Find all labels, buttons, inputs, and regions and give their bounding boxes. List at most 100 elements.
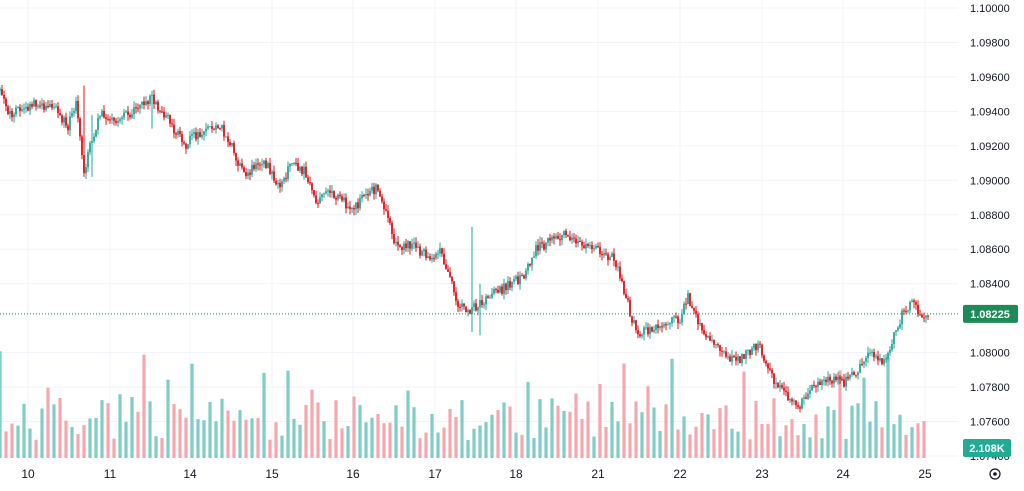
volume-bar — [334, 400, 338, 458]
volume-bar — [40, 408, 44, 458]
candle — [379, 188, 381, 197]
time-axis[interactable]: 10 11 14 15 16 17 18 21 22 23 24 25 — [21, 467, 932, 481]
candle — [617, 263, 619, 272]
candle — [757, 340, 759, 353]
candle — [737, 353, 739, 366]
volume-bar — [184, 417, 188, 458]
candle — [211, 121, 213, 133]
volume-bars — [0, 351, 926, 458]
candle — [861, 358, 863, 367]
volume-bar — [52, 404, 56, 458]
candle — [95, 129, 97, 138]
candle — [525, 267, 527, 281]
candle — [897, 325, 899, 332]
candle — [851, 367, 853, 377]
candle — [159, 110, 161, 114]
volume-bar — [562, 410, 566, 458]
volume-bar — [742, 371, 746, 458]
candle — [405, 239, 407, 252]
candle — [665, 321, 667, 331]
candle — [879, 353, 881, 363]
candle — [857, 371, 859, 380]
x-tick-label: 17 — [428, 467, 442, 481]
y-tick-label: 1.08400 — [970, 279, 1010, 291]
candle — [769, 362, 771, 372]
candle — [687, 289, 689, 305]
volume-bar — [388, 422, 392, 458]
volume-bar — [172, 404, 176, 458]
candle — [507, 276, 509, 294]
candle — [605, 248, 607, 256]
candle — [389, 215, 391, 226]
volume-bar — [580, 418, 584, 458]
candle — [483, 301, 485, 309]
candle — [659, 325, 661, 331]
volume-bar — [898, 414, 902, 458]
candle — [241, 158, 243, 170]
candle — [407, 239, 409, 252]
settings-button[interactable] — [989, 468, 1001, 480]
candle — [683, 301, 685, 315]
candle — [841, 376, 843, 381]
volume-bar — [640, 412, 644, 458]
candle — [739, 356, 741, 364]
candle — [849, 374, 851, 381]
candle — [269, 157, 271, 175]
volume-bar — [478, 425, 482, 458]
volume-bar — [880, 427, 884, 458]
candle — [227, 132, 229, 148]
volume-bar — [634, 401, 638, 458]
candle — [423, 247, 425, 257]
candle — [81, 134, 83, 160]
candle — [451, 276, 453, 285]
candle — [111, 113, 113, 124]
candle — [925, 314, 927, 323]
candle — [337, 193, 339, 202]
volume-bar — [16, 425, 20, 458]
candle — [205, 122, 207, 137]
candle — [385, 204, 387, 212]
candle — [139, 104, 141, 115]
candle — [919, 309, 921, 316]
candle — [787, 386, 789, 401]
candle — [623, 280, 625, 296]
candle — [391, 220, 393, 240]
x-tick-label: 15 — [265, 467, 279, 481]
candle — [589, 241, 591, 250]
y-tick-label: 1.10000 — [970, 3, 1010, 15]
volume-bar — [226, 410, 230, 458]
candle — [207, 124, 209, 130]
candle — [645, 321, 647, 331]
candle — [609, 255, 611, 261]
candle — [713, 339, 715, 348]
volume-bar — [748, 439, 752, 458]
volume-bar — [280, 435, 284, 458]
candle — [355, 202, 357, 216]
candle — [539, 236, 541, 255]
volume-bar — [352, 396, 356, 458]
candle — [433, 254, 435, 262]
candle — [481, 294, 483, 308]
candle — [437, 249, 439, 260]
candle — [545, 242, 547, 253]
candle — [505, 282, 507, 295]
candle — [731, 350, 733, 366]
volume-bar — [778, 436, 782, 458]
candle — [821, 378, 823, 390]
candle — [845, 373, 847, 392]
volume-bar — [496, 410, 500, 458]
price-axis[interactable]: 1.10000 1.09800 1.09600 1.09400 1.09200 1.090… — [970, 3, 1010, 463]
candle — [759, 340, 761, 349]
candle — [239, 162, 241, 167]
volume-bar — [46, 387, 50, 458]
candle — [31, 101, 33, 110]
candle — [681, 308, 683, 326]
candle — [387, 205, 389, 223]
volume-bar — [676, 429, 680, 458]
candle — [371, 182, 373, 194]
candle — [573, 233, 575, 243]
candle — [643, 325, 645, 341]
candle — [447, 265, 449, 273]
